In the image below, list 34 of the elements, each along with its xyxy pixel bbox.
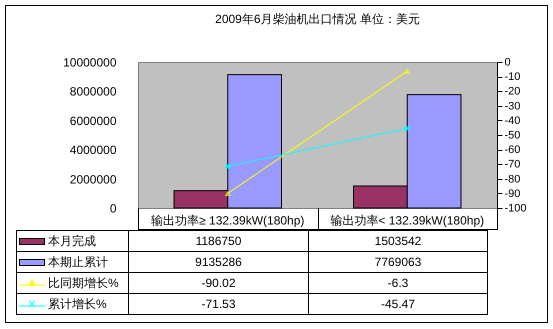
legend-label: 比同期增长% bbox=[16, 272, 128, 294]
y2-tick-label: -50 bbox=[504, 130, 520, 142]
data-label: 1186750 bbox=[128, 230, 308, 252]
y2-tick-label: -20 bbox=[504, 86, 520, 98]
data-label: 9135286 bbox=[128, 252, 308, 272]
legend-label: 本月完成 bbox=[16, 230, 128, 252]
data-label: 1503542 bbox=[308, 230, 488, 252]
data-label: -90.02 bbox=[128, 272, 308, 294]
y2-tick-label: -100 bbox=[504, 202, 527, 214]
y-tick-label: 8000000 bbox=[70, 84, 117, 99]
chart-title: 2009年6月柴油机出口情况 单位：美元 bbox=[215, 12, 420, 26]
y2-tick-label: -30 bbox=[504, 100, 520, 112]
x-tick-label: 输出功率< 132.39kW(180hp) bbox=[330, 214, 484, 228]
data-label: -45.47 bbox=[308, 294, 488, 314]
legend-label: 本期止累计 bbox=[16, 252, 128, 272]
data-label: -71.53 bbox=[128, 294, 308, 314]
x-tick-label: 输出功率≥ 132.39kW(180hp) bbox=[151, 214, 304, 228]
y2-tick-label: -90 bbox=[504, 188, 520, 200]
y2-tick-label: -10 bbox=[504, 71, 520, 84]
data-label: -6.3 bbox=[308, 272, 488, 294]
point bbox=[224, 163, 231, 170]
y2-tick-label: -80 bbox=[504, 173, 520, 186]
point bbox=[404, 125, 410, 132]
y-tick-label: 6000000 bbox=[70, 114, 117, 128]
y-tick-label: 10000000 bbox=[63, 56, 117, 70]
legend-label: 累计增长% bbox=[16, 294, 128, 314]
y-tick-label: 0 bbox=[110, 202, 117, 216]
y2-tick-label: -70 bbox=[504, 158, 520, 171]
y2-tick-label: -40 bbox=[504, 114, 520, 127]
y-tick-label: 2000000 bbox=[70, 172, 117, 186]
y-tick-label: 4000000 bbox=[70, 143, 117, 158]
data-label: 7769063 bbox=[308, 252, 488, 272]
y2-tick-label: 0 bbox=[504, 56, 511, 68]
y2-tick-label: -60 bbox=[504, 144, 520, 156]
